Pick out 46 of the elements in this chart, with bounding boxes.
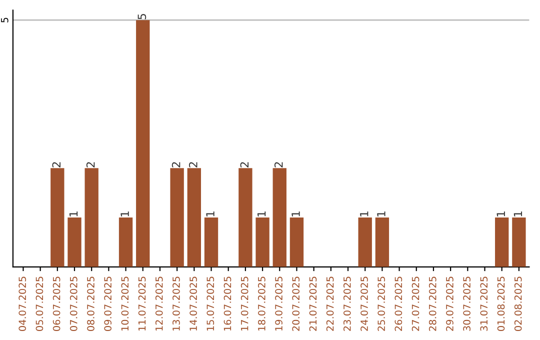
data-label: 2 [274, 162, 283, 168]
data-label: 2 [188, 162, 198, 168]
data-label: 1 [69, 211, 78, 216]
x-tick-label: 05.07.2025 [36, 276, 44, 331]
x-tick-label: 27.07.2025 [412, 276, 420, 331]
x-tick-label: 10.07.2025 [121, 276, 129, 331]
data-label: 5 [138, 14, 146, 20]
x-tick-label: 29.07.2025 [446, 276, 454, 331]
x-tick-label: 23.07.2025 [343, 276, 351, 331]
x-tick-label: 25.07.2025 [378, 276, 386, 331]
x-tick-label: 28.07.2025 [428, 276, 436, 331]
x-tick-label: 04.07.2025 [18, 276, 26, 331]
x-tick-label: 15.07.2025 [206, 276, 214, 331]
x-tick-label: 01.08.2025 [497, 276, 505, 331]
x-tick-label: 14.07.2025 [190, 276, 197, 331]
data-label: 1 [496, 211, 505, 216]
x-tick-label: 21.07.2025 [309, 276, 317, 331]
x-tick-label: 19.07.2025 [275, 276, 282, 331]
data-label: 1 [206, 211, 214, 216]
x-tick-label: 22.07.2025 [326, 276, 334, 331]
data-label: 2 [240, 162, 249, 168]
x-tick-label: 07.07.2025 [70, 276, 78, 331]
x-tick-label: 13.07.2025 [172, 276, 180, 331]
x-tick-label: 16.07.2025 [224, 276, 232, 331]
data-label: 1 [360, 211, 368, 216]
x-tick-label: 17.07.2025 [240, 276, 248, 331]
x-tick-label: 02.08.2025 [514, 276, 522, 331]
x-tick-label: 08.07.2025 [87, 276, 94, 331]
x-tick-label: 18.07.2025 [258, 276, 266, 331]
data-label: 1 [292, 211, 300, 216]
data-label: 1 [258, 211, 266, 216]
data-label: 1 [120, 211, 129, 216]
x-tick-label: 06.07.2025 [52, 276, 60, 331]
data-label: 2 [172, 162, 180, 168]
x-tick-label: 11.07.2025 [138, 276, 146, 331]
data-label: 2 [52, 162, 60, 168]
data-label: 1 [377, 211, 386, 216]
x-tick-label: 09.07.2025 [104, 276, 112, 331]
data-label: 1 [514, 211, 522, 216]
x-tick-label: 20.07.2025 [292, 276, 300, 331]
x-tick-label: 30.07.2025 [463, 276, 470, 331]
data-label: 2 [86, 162, 95, 168]
x-tick-label: 31.07.2025 [480, 276, 488, 331]
x-tick-label: 26.07.2025 [394, 276, 402, 331]
x-tick-label: 12.07.2025 [155, 276, 163, 331]
x-tick-label: 24.07.2025 [360, 276, 368, 331]
